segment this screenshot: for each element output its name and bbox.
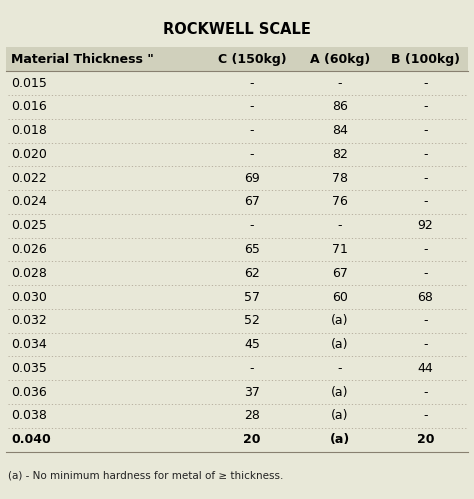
Text: 0.034: 0.034 — [11, 338, 47, 351]
Text: (a) - No minimum hardness for metal of ≥ thickness.: (a) - No minimum hardness for metal of ≥… — [8, 470, 283, 480]
Text: -: - — [250, 148, 254, 161]
Text: 71: 71 — [332, 243, 348, 256]
Text: (a): (a) — [331, 338, 349, 351]
Text: 20: 20 — [243, 433, 261, 446]
Text: -: - — [423, 76, 428, 89]
Text: -: - — [337, 219, 342, 232]
Text: 78: 78 — [332, 172, 348, 185]
Text: (a): (a) — [330, 433, 350, 446]
Text: 0.030: 0.030 — [11, 290, 47, 303]
Text: -: - — [250, 100, 254, 113]
Text: -: - — [337, 76, 342, 89]
Text: 0.026: 0.026 — [11, 243, 47, 256]
Text: -: - — [423, 338, 428, 351]
Text: 0.016: 0.016 — [11, 100, 47, 113]
Text: 28: 28 — [244, 410, 260, 423]
Text: -: - — [250, 362, 254, 375]
Text: 62: 62 — [244, 267, 260, 280]
Text: 0.025: 0.025 — [11, 219, 47, 232]
Text: 57: 57 — [244, 290, 260, 303]
Text: 82: 82 — [332, 148, 348, 161]
Text: A (60kg): A (60kg) — [310, 53, 370, 66]
Text: (a): (a) — [331, 314, 349, 327]
Text: B (100kg): B (100kg) — [391, 53, 460, 66]
Text: 0.032: 0.032 — [11, 314, 47, 327]
Text: 0.024: 0.024 — [11, 196, 47, 209]
Text: 0.022: 0.022 — [11, 172, 47, 185]
Text: 0.015: 0.015 — [11, 76, 47, 89]
Text: Material Thickness ": Material Thickness " — [11, 53, 154, 66]
Text: -: - — [337, 362, 342, 375]
Text: 44: 44 — [418, 362, 433, 375]
Text: -: - — [423, 243, 428, 256]
Text: (a): (a) — [331, 410, 349, 423]
Text: 0.038: 0.038 — [11, 410, 47, 423]
Text: 0.036: 0.036 — [11, 386, 47, 399]
Text: -: - — [250, 76, 254, 89]
Text: -: - — [423, 196, 428, 209]
Text: -: - — [423, 172, 428, 185]
Text: 20: 20 — [417, 433, 434, 446]
Text: -: - — [423, 386, 428, 399]
Text: 0.040: 0.040 — [11, 433, 51, 446]
Text: C (150kg): C (150kg) — [218, 53, 286, 66]
Text: -: - — [250, 124, 254, 137]
Text: ROCKWELL SCALE: ROCKWELL SCALE — [163, 22, 311, 37]
Text: 65: 65 — [244, 243, 260, 256]
Text: -: - — [250, 219, 254, 232]
Text: 84: 84 — [332, 124, 348, 137]
Text: -: - — [423, 410, 428, 423]
Text: 69: 69 — [244, 172, 260, 185]
Text: 67: 67 — [244, 196, 260, 209]
Text: 0.020: 0.020 — [11, 148, 47, 161]
Text: 67: 67 — [332, 267, 348, 280]
Text: 86: 86 — [332, 100, 348, 113]
Text: 60: 60 — [332, 290, 348, 303]
Text: 92: 92 — [418, 219, 433, 232]
Text: 45: 45 — [244, 338, 260, 351]
Text: 0.018: 0.018 — [11, 124, 47, 137]
Text: -: - — [423, 267, 428, 280]
Text: -: - — [423, 100, 428, 113]
Text: 76: 76 — [332, 196, 348, 209]
Text: 0.035: 0.035 — [11, 362, 47, 375]
Text: -: - — [423, 148, 428, 161]
Text: -: - — [423, 124, 428, 137]
Text: -: - — [423, 314, 428, 327]
Text: 37: 37 — [244, 386, 260, 399]
Text: 0.028: 0.028 — [11, 267, 47, 280]
Text: 68: 68 — [418, 290, 433, 303]
Text: (a): (a) — [331, 386, 349, 399]
Text: 52: 52 — [244, 314, 260, 327]
